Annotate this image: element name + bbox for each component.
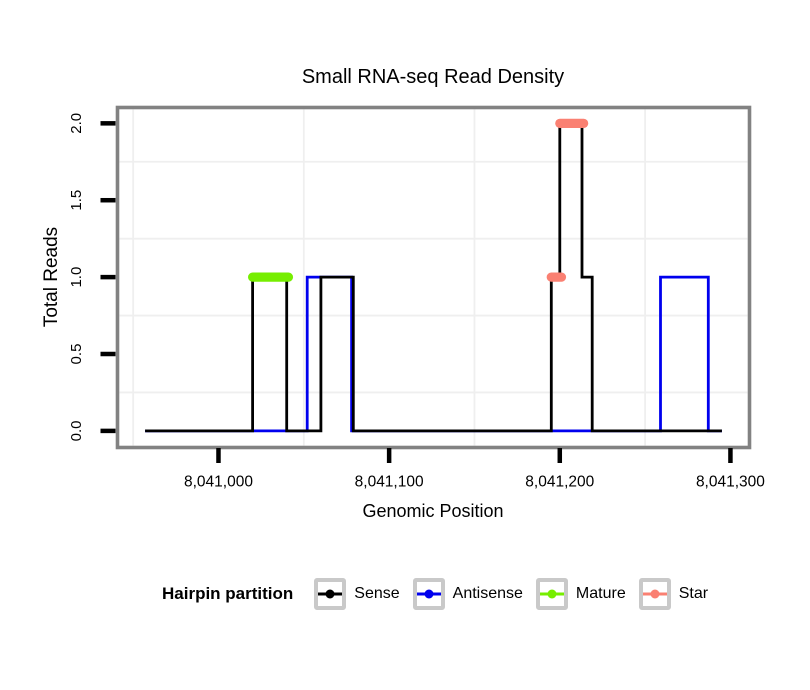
- legend-key-star-icon: [638, 578, 671, 610]
- legend-label-antisense: Antisense: [452, 585, 523, 602]
- legend-key-sense-icon: [314, 578, 347, 610]
- series-sense-line: [145, 121, 722, 433]
- legend-entry-star: Star: [638, 578, 709, 610]
- y-tick-label: 2.0: [68, 113, 85, 134]
- y-tick-label: 1.5: [68, 190, 85, 211]
- legend-label-star: Star: [678, 585, 709, 602]
- x-tick-label: 8,041,300: [696, 474, 765, 491]
- x-tick-label: 8,041,200: [525, 474, 594, 491]
- legend-entry-mature: Mature: [535, 578, 626, 610]
- legend-title: Hairpin partition: [162, 584, 294, 603]
- legend-label-mature: Mature: [575, 585, 626, 602]
- y-tick-label: 0.5: [68, 344, 85, 365]
- chart-title: Small RNA-seq Read Density: [301, 66, 565, 88]
- panel-border: [115, 105, 752, 450]
- legend-label-sense: Sense: [354, 585, 400, 602]
- x-axis-label: Genomic Position: [362, 501, 504, 521]
- legend-key-glyph: [642, 589, 667, 599]
- legend-key-glyph: [416, 589, 441, 599]
- series-antisense-line: [145, 275, 722, 433]
- legend-key-antisense-icon: [412, 578, 445, 610]
- y-tick-label: 0.0: [68, 420, 85, 441]
- legend-entry-sense: Sense: [314, 578, 400, 610]
- x-tick-label: 8,041,000: [184, 474, 253, 491]
- legend-key-glyph: [318, 589, 343, 599]
- y-axis-label: Total Reads: [41, 226, 62, 328]
- legend: Hairpin partition Sense Antisense Mature St…: [162, 577, 721, 611]
- legend-key-mature-icon: [535, 578, 568, 610]
- legend-key-glyph: [539, 589, 564, 599]
- y-tick-label: 1.0: [68, 267, 85, 288]
- legend-entry-antisense: Antisense: [412, 578, 523, 610]
- x-tick-label: 8,041,100: [355, 474, 424, 491]
